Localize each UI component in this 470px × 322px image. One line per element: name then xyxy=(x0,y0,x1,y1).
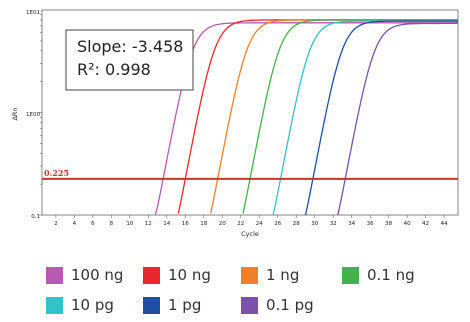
legend-swatch xyxy=(46,266,63,284)
stats-box xyxy=(65,29,194,91)
threshold-label: 0.225 xyxy=(44,168,69,178)
x-tick-label: 4 xyxy=(73,221,77,227)
x-tick-label: 40 xyxy=(404,221,411,227)
x-tick-label: 8 xyxy=(110,221,114,227)
x-tick-label: 42 xyxy=(422,221,429,227)
legend-label: 1 ng xyxy=(266,266,300,284)
x-tick-label: 44 xyxy=(441,221,448,227)
y-axis-title: ΔRn xyxy=(11,107,19,120)
amplification-plot: 1E01 1E00 0.1 ΔRn Cycle 2 4 6 8 10 12 14 16 18 20… xyxy=(11,9,459,238)
x-tick-label: 12 xyxy=(145,221,152,227)
legend-item: 10 pg xyxy=(46,296,143,314)
amplification-curve xyxy=(242,19,458,214)
legend-label: 1 pg xyxy=(168,296,202,314)
legend-swatch xyxy=(46,296,63,314)
amplification-curve xyxy=(304,20,458,216)
amplification-curve xyxy=(337,22,459,216)
x-tick-label: 24 xyxy=(256,221,263,227)
x-tick-label: 10 xyxy=(126,221,133,227)
x-tick-label: 34 xyxy=(348,221,355,227)
x-tick-label: 22 xyxy=(237,221,244,227)
legend-swatch xyxy=(143,266,160,284)
legend-swatch xyxy=(241,266,258,284)
x-tick-label: 28 xyxy=(293,221,300,227)
x-tick-label: 2 xyxy=(54,221,58,227)
slope-text: Slope: -3.458 xyxy=(77,37,183,56)
x-tick-label: 32 xyxy=(330,221,337,227)
legend-row: 100 ng 10 ng 1 ng 0.1 ng xyxy=(46,260,456,290)
legend-item: 0.1 ng xyxy=(342,266,452,284)
legend-label: 10 ng xyxy=(168,266,211,284)
x-tick-label: 38 xyxy=(385,221,392,227)
y-tick-label: 1E00 xyxy=(26,112,40,118)
legend-swatch xyxy=(241,296,258,314)
legend-swatch xyxy=(342,266,359,284)
x-tick-label: 6 xyxy=(91,221,95,227)
x-tick-label: 30 xyxy=(311,221,318,227)
legend: 100 ng 10 ng 1 ng 0.1 ng 10 pg 1 pg 0.1 … xyxy=(46,260,456,320)
legend-item: 0.1 pg xyxy=(241,296,342,314)
x-tick-label: 16 xyxy=(182,221,189,227)
legend-item: 1 ng xyxy=(241,266,342,284)
legend-item: 1 pg xyxy=(143,296,241,314)
legend-label: 0.1 ng xyxy=(367,266,415,284)
r-squared-text: R²: 0.998 xyxy=(77,60,151,79)
legend-label: 100 ng xyxy=(71,266,124,284)
x-tick-label: 26 xyxy=(274,221,281,227)
x-tick-label: 14 xyxy=(163,221,170,227)
y-tick-label: 0.1 xyxy=(31,214,40,220)
amplification-curve xyxy=(154,22,458,216)
legend-swatch xyxy=(143,296,160,314)
legend-label: 10 pg xyxy=(71,296,114,314)
legend-row: 10 pg 1 pg 0.1 pg xyxy=(46,290,456,320)
stats-annotation: Slope: -3.458 R²: 0.998 xyxy=(65,29,194,91)
legend-item: 10 ng xyxy=(143,266,241,284)
legend-item: 100 ng xyxy=(46,266,143,284)
x-tick-label: 20 xyxy=(219,221,226,227)
legend-label: 0.1 pg xyxy=(266,296,314,314)
x-axis-title: Cycle xyxy=(241,230,259,238)
y-tick-label: 1E01 xyxy=(26,10,40,16)
x-tick-label: 36 xyxy=(367,221,374,227)
x-tick-label: 18 xyxy=(200,221,207,227)
